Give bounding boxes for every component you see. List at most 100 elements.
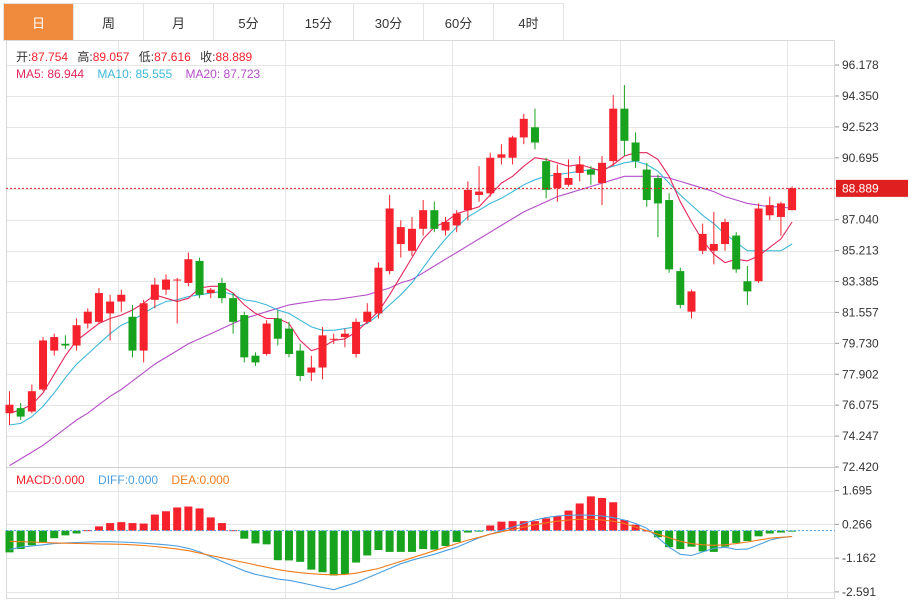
macd-bar xyxy=(609,502,618,531)
macd-bar xyxy=(50,530,59,539)
macd-bar xyxy=(575,503,584,531)
candle-body xyxy=(27,391,36,412)
tab-4hour[interactable]: 4时 xyxy=(494,4,564,40)
candle xyxy=(788,186,797,211)
macd-bar xyxy=(754,530,763,537)
tab-5min[interactable]: 5分 xyxy=(214,4,284,40)
candle-body xyxy=(586,169,595,175)
macd-bar xyxy=(709,530,718,552)
candle-body xyxy=(150,284,159,300)
ma5-label: MA5: 86.944 xyxy=(16,67,84,81)
low-label: 低: xyxy=(139,50,154,64)
macd-bar xyxy=(631,524,640,531)
candle-body xyxy=(307,367,316,373)
macd-bar xyxy=(262,530,271,545)
candle xyxy=(553,164,562,202)
macd-bar xyxy=(776,530,785,533)
macd-lines xyxy=(9,514,793,591)
macd-bar xyxy=(698,530,707,552)
macd-bar xyxy=(586,496,595,531)
candle xyxy=(475,166,484,202)
candle xyxy=(273,309,282,346)
candle xyxy=(240,311,249,363)
dea-label: DEA:0.000 xyxy=(171,473,229,487)
candle-body xyxy=(732,235,741,270)
candle-body xyxy=(709,244,718,251)
macd-bar xyxy=(39,530,48,542)
candle xyxy=(195,257,204,299)
macd-tick-label: -2.591 xyxy=(842,585,876,599)
macd-bar xyxy=(296,530,305,562)
tab-week[interactable]: 周 xyxy=(74,4,144,40)
candle-body xyxy=(776,203,785,217)
candle-body xyxy=(721,222,730,245)
candle xyxy=(329,333,338,344)
candle xyxy=(318,326,327,380)
macd-bar xyxy=(16,530,25,550)
candle-body xyxy=(385,208,394,272)
macd-bar xyxy=(665,530,674,548)
close-label: 收: xyxy=(200,50,215,64)
candle xyxy=(709,211,718,265)
tab-30min[interactable]: 30分 xyxy=(354,4,424,40)
macd-bar xyxy=(61,530,70,536)
candle-body xyxy=(229,298,238,322)
candle-body xyxy=(50,337,59,351)
tab-60min[interactable]: 60分 xyxy=(424,4,494,40)
macd-bar xyxy=(620,520,629,531)
candle xyxy=(564,159,573,187)
candle xyxy=(363,303,372,324)
moving-average-lines xyxy=(9,152,793,467)
macd-bar xyxy=(72,530,81,534)
candle-body xyxy=(430,210,439,229)
macd-bar xyxy=(564,510,573,531)
candlesticks xyxy=(5,84,797,426)
macd-bar xyxy=(162,511,171,531)
tab-month[interactable]: 月 xyxy=(144,4,214,40)
macd-bar xyxy=(519,521,528,531)
macd-bar xyxy=(497,521,506,531)
candle-body xyxy=(407,228,416,251)
last-price-label: 88.889 xyxy=(842,181,879,195)
candle xyxy=(486,152,495,197)
candle-body xyxy=(206,289,215,294)
low-value: 87.616 xyxy=(154,50,191,64)
candle-body xyxy=(296,350,305,376)
price-tick-label: 76.075 xyxy=(842,398,879,412)
candle-body xyxy=(340,333,349,338)
candle xyxy=(721,218,730,251)
macd-bar xyxy=(765,530,774,534)
macd-bar xyxy=(329,530,338,576)
macd-bar xyxy=(430,530,439,550)
macd-bar xyxy=(139,523,148,531)
candle-body xyxy=(39,340,48,390)
ma20-line xyxy=(9,175,793,467)
candle-body xyxy=(162,279,171,290)
price-tick-label: 87.040 xyxy=(842,213,879,227)
macd-bar xyxy=(441,530,450,546)
candle-body xyxy=(61,343,70,346)
tab-day[interactable]: 日 xyxy=(4,4,74,40)
candle-body xyxy=(195,260,204,295)
candle-body xyxy=(72,325,81,346)
candle-body xyxy=(251,355,260,363)
tab-15min[interactable]: 15分 xyxy=(284,4,354,40)
diff-label: DIFF:0.000 xyxy=(98,473,158,487)
macd-bar xyxy=(385,530,394,552)
candle-body xyxy=(463,189,472,211)
high-label: 高: xyxy=(77,49,92,64)
price-tick-label: 74.247 xyxy=(842,429,879,443)
candle-body xyxy=(139,303,148,351)
macd-bar xyxy=(486,525,495,531)
candle-body xyxy=(240,315,249,358)
ma5-value: 86.944 xyxy=(47,67,84,81)
candle-body xyxy=(486,157,495,194)
macd-bar xyxy=(307,530,316,570)
macd-bar xyxy=(419,530,428,550)
macd-bar xyxy=(463,530,472,533)
macd-bar xyxy=(318,530,327,573)
candle-body xyxy=(530,127,539,143)
candle xyxy=(631,132,640,168)
candle xyxy=(407,216,416,256)
